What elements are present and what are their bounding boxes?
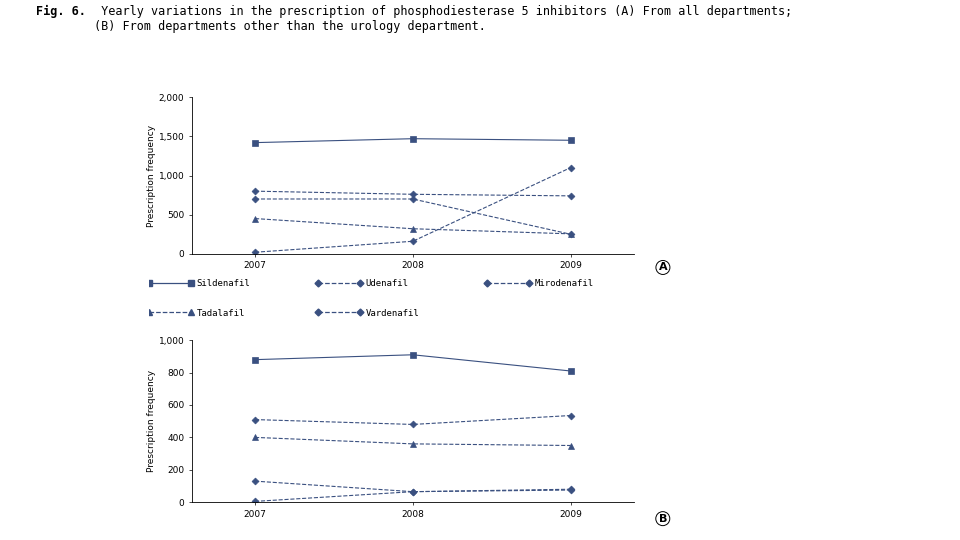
Text: Fig. 6.: Fig. 6.: [36, 5, 86, 18]
Text: Tadalafil: Tadalafil: [196, 308, 245, 318]
Text: Sildenafil: Sildenafil: [196, 279, 250, 288]
Y-axis label: Prescription frequency: Prescription frequency: [147, 124, 156, 227]
Text: A: A: [659, 262, 667, 273]
Text: International Neurourology Journal 2011;15:216-221: International Neurourology Journal 2011;…: [11, 114, 21, 426]
Text: B: B: [659, 514, 667, 524]
Y-axis label: Prescription frequency: Prescription frequency: [147, 370, 156, 472]
Text: Yearly variations in the prescription of phosphodiesterase 5 inhibitors (A) From: Yearly variations in the prescription of…: [94, 5, 792, 33]
Text: Udenafil: Udenafil: [365, 279, 408, 288]
Text: Vardenafil: Vardenafil: [365, 308, 419, 318]
Text: Mirodenafil: Mirodenafil: [534, 279, 593, 288]
